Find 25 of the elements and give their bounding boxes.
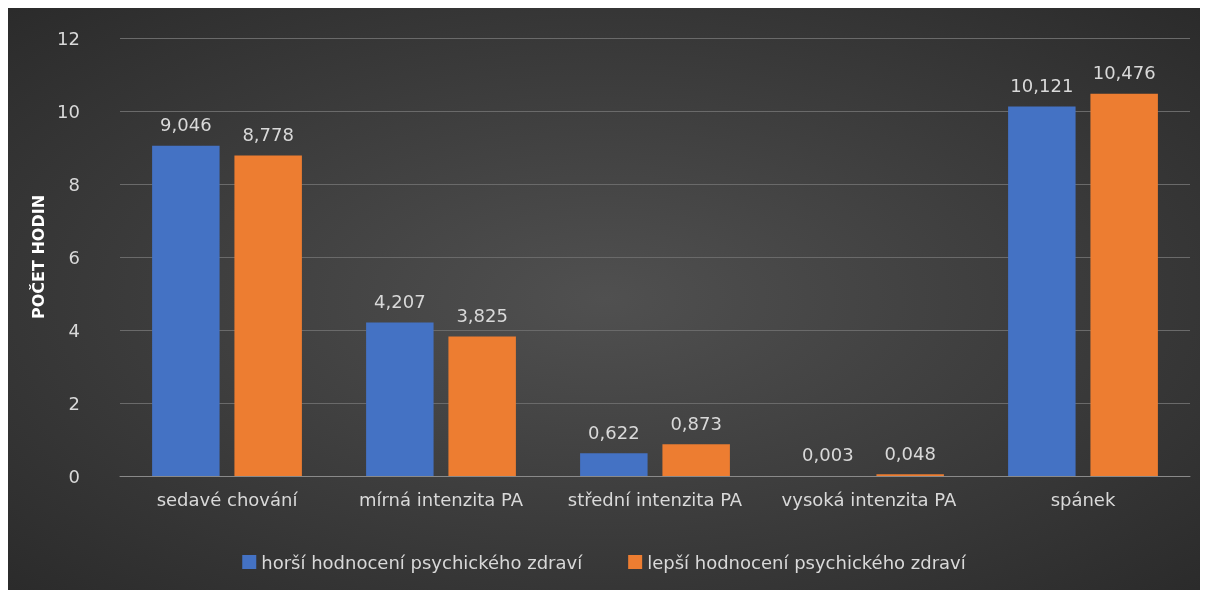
y-tick-label: 2 [68,392,80,414]
y-tick-label: 10 [57,100,80,122]
data-label: 9,046 [160,114,212,136]
y-tick-label: 12 [57,27,80,49]
x-tick-label: sedavé chování [156,488,299,510]
data-label: 0,873 [670,412,722,434]
data-label: 3,825 [456,304,508,326]
legend-label: horší hodnocení psychického zdraví [261,551,584,573]
y-tick-label: 0 [68,465,80,487]
data-label: 10,121 [1010,75,1074,97]
y-tick-label: 4 [68,319,80,341]
x-tick-label: mírná intenzita PA [358,488,524,510]
y-tick-label: 6 [68,246,80,268]
data-label: 0,003 [802,444,854,466]
y-axis-title: POČET HODIN [28,194,48,320]
data-label: 4,207 [374,290,426,312]
data-label: 0,048 [884,442,936,464]
x-tick-label: střední intenzita PA [567,488,743,510]
x-tick-label: spánek [1050,488,1116,510]
y-tick-label: 8 [68,173,80,195]
data-label: 8,778 [242,124,294,146]
data-label: 0,622 [588,421,640,443]
data-label: 10,476 [1092,62,1156,84]
legend-label: lepší hodnocení psychického zdraví [647,551,967,573]
x-tick-label: vysoká intenzita PA [781,488,958,510]
